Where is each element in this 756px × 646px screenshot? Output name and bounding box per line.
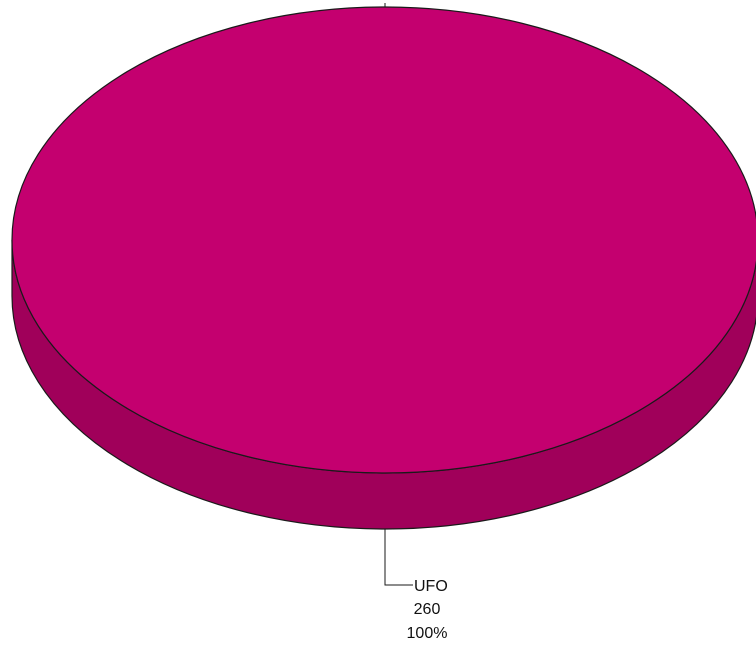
slice-label-value: 260 xyxy=(414,601,441,618)
label-leader-line xyxy=(384,529,413,586)
pie-labels: UFO 260 100% xyxy=(384,529,448,642)
slice-label-percent: 100% xyxy=(407,625,448,642)
pie-body xyxy=(11,3,756,530)
pie-slice-ufo xyxy=(11,6,756,474)
slice-label-name: UFO xyxy=(414,578,448,595)
